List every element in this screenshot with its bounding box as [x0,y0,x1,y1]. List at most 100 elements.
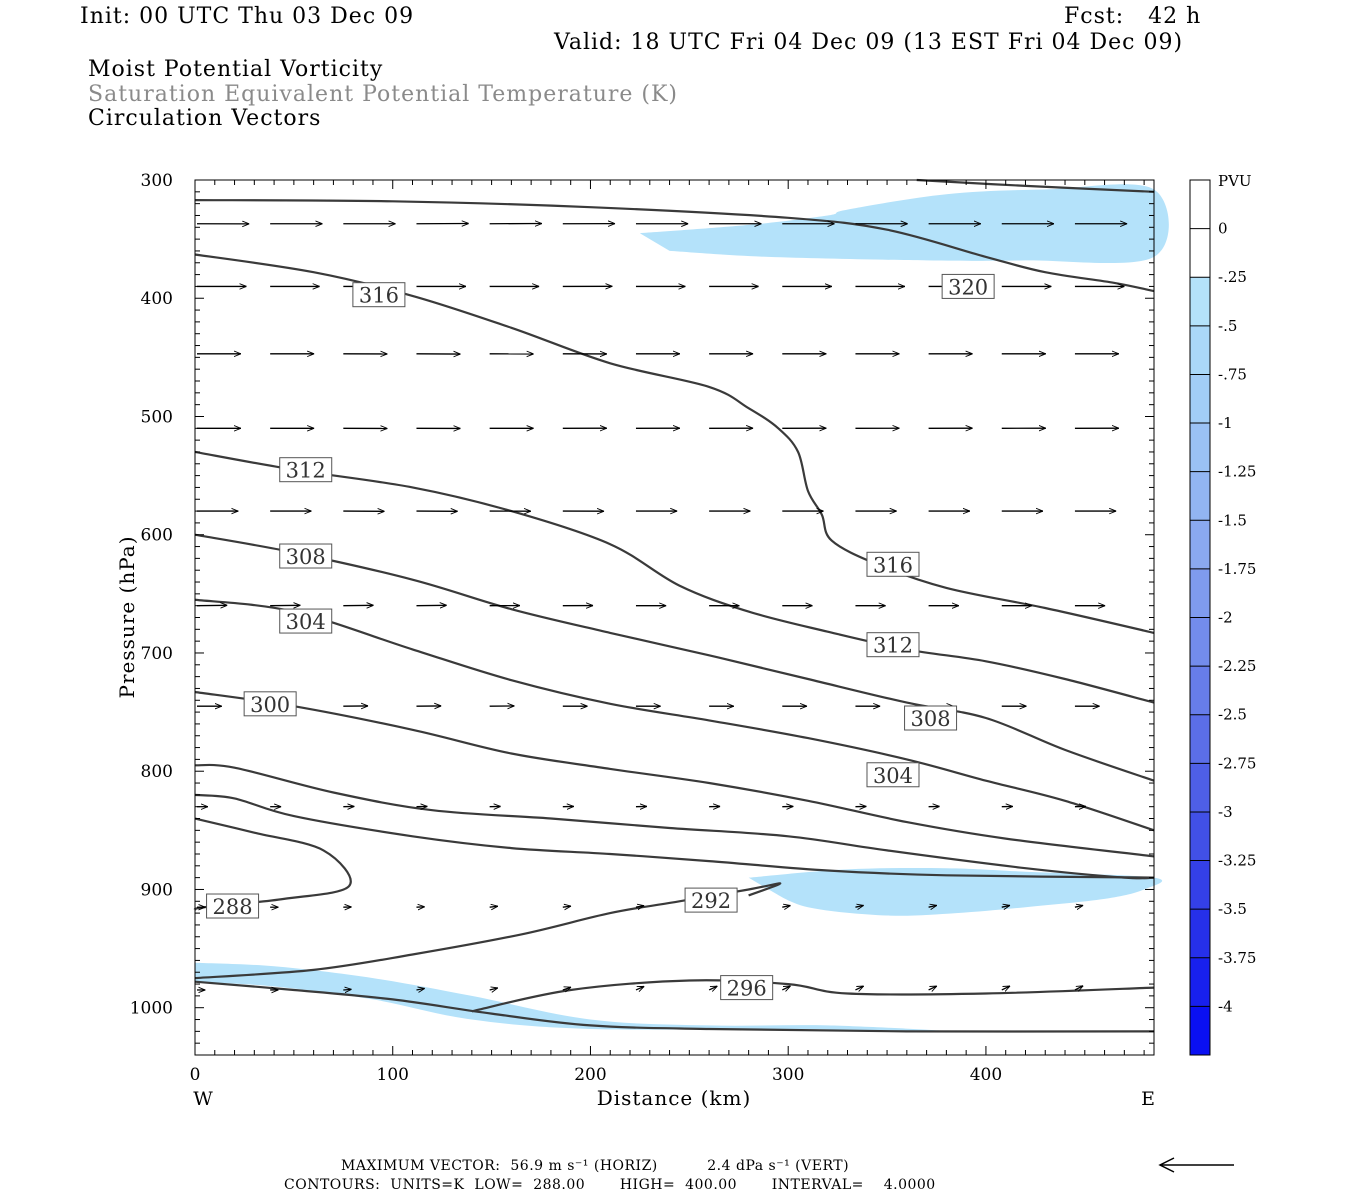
pv-region [748,867,1163,916]
wind-vector [855,985,863,990]
colorbar-label: -2.75 [1218,754,1256,772]
theta-es-contour [194,199,1155,293]
wind-vector [416,988,424,990]
contour-label-box [352,282,406,308]
theta-es-contour [194,882,782,980]
x-tick-label: 200 [574,1065,606,1085]
colorbar-label: -1 [1218,414,1233,432]
theta-es-contour [194,763,1155,880]
contour-label-box [904,705,958,731]
colorbar-swatch [1190,811,1210,862]
colorbar-swatch [1190,909,1210,959]
contour-label-box [279,543,333,569]
wind-vector [1074,985,1083,990]
colorbar-swatch [1190,860,1210,910]
y-axis-title: Pressure (hPa) [115,536,139,699]
wind-vector [562,906,571,907]
pv-region [195,962,947,1032]
colorbar-swatch [1190,423,1210,473]
theta-es-contour [194,980,1155,1033]
colorbar-label: -1.75 [1218,560,1256,578]
wind-vector [928,905,937,907]
theta-es-contour [194,253,1155,634]
wind-vector [489,906,498,907]
pv-shading-layer [195,184,1169,1032]
contour-label-box [206,893,260,919]
theta-es-contour [916,178,1155,193]
field-title-pv: Moist Potential Vorticity [88,57,384,82]
contour-label: 316 [873,553,913,577]
contour-label: 312 [286,459,326,483]
x-axis-east-label: E [1141,1088,1155,1110]
colorbar-label: -2.5 [1218,706,1247,724]
x-axis-title: Distance (km) [597,1086,752,1110]
valid-time: Valid: 18 UTC Fri 04 Dec 09 (13 EST Fri … [554,30,1184,55]
colorbar-swatch [1190,520,1210,570]
colorbar-label: -2.25 [1218,657,1256,675]
colorbar-swatch [1190,666,1210,716]
colorbar-swatch [1190,957,1210,1007]
pv-colorbar: 0 -.25 -.5 -.75 -1 -1.25 -1.5 -1.75 -2 -2.25 -2.5 -… [1189,179,1256,1056]
y-tick-label: 600 [141,526,173,546]
contour-label-box [720,975,774,1001]
y-tick-label: 1000 [130,999,173,1019]
contour-label-box [941,273,995,299]
colorbar-label: -1.5 [1218,511,1247,529]
colorbar-label: -.25 [1218,268,1247,286]
contour-label: 320 [948,275,988,299]
colorbar-label: -2 [1218,609,1233,627]
wind-vector [635,985,644,990]
colorbar-swatch [1190,714,1210,764]
contour-label-box [279,457,333,483]
x-tick-label: 300 [772,1065,804,1085]
colorbar-swatch [1190,471,1210,521]
x-tick-label: 100 [377,1065,409,1085]
wind-vector [562,987,571,990]
colorbar-swatch [1190,277,1210,327]
colorbar-label: -3 [1218,803,1233,821]
tick-layer: 300 400 500 600 700 800 900 1000 0 100 200 300 400 [130,171,1154,1085]
colorbar-swatch [1190,568,1210,618]
colorbar-swatch [1190,1006,1210,1056]
colorbar-label: -1.25 [1218,463,1256,481]
colorbar-swatch [1190,325,1210,375]
contour-label: 292 [691,889,731,913]
contour-label: 296 [727,977,767,1001]
colorbar-title: PVU [1218,172,1252,190]
colorbar-swatch [1190,763,1210,813]
contour-label: 316 [359,284,399,308]
contour-label: 304 [286,610,326,634]
theta-es-contour [471,979,1155,1013]
y-tick-label: 300 [141,171,173,191]
y-tick-label: 400 [141,289,173,309]
y-tick-label: 500 [141,407,173,427]
colorbar-swatch [1190,180,1210,230]
contour-label-box [243,691,297,717]
wind-vector [782,985,790,990]
wind-vector [1074,905,1083,907]
contour-label-box [866,632,920,658]
y-tick-label: 900 [141,880,173,900]
contour-label-box [279,608,333,634]
theta-es-contour [194,598,1155,832]
x-axis-west-label: W [193,1088,213,1110]
wind-vector [635,906,644,908]
contour-label-box [866,551,920,577]
wind-vector [343,989,351,990]
colorbar-label: -3.25 [1218,852,1256,870]
contour-label: 312 [873,634,913,658]
wind-vector [489,988,498,990]
contour-label: 308 [286,545,326,569]
vector-layer [196,224,1128,990]
wind-vector [928,985,937,990]
colorbar-swatch [1190,374,1210,424]
reference-vector-arrowhead [1158,1157,1175,1173]
theta-es-contour [194,533,1155,782]
y-tick-label: 700 [141,644,173,664]
field-title-vectors: Circulation Vectors [88,106,322,131]
max-vector-note: MAXIMUM VECTOR: 56.9 m s⁻¹ (HORIZ) 2.4 d… [341,1158,850,1174]
colorbar-label: -4 [1218,997,1233,1015]
contour-label: 300 [250,693,290,717]
contour-label: 288 [213,895,253,919]
